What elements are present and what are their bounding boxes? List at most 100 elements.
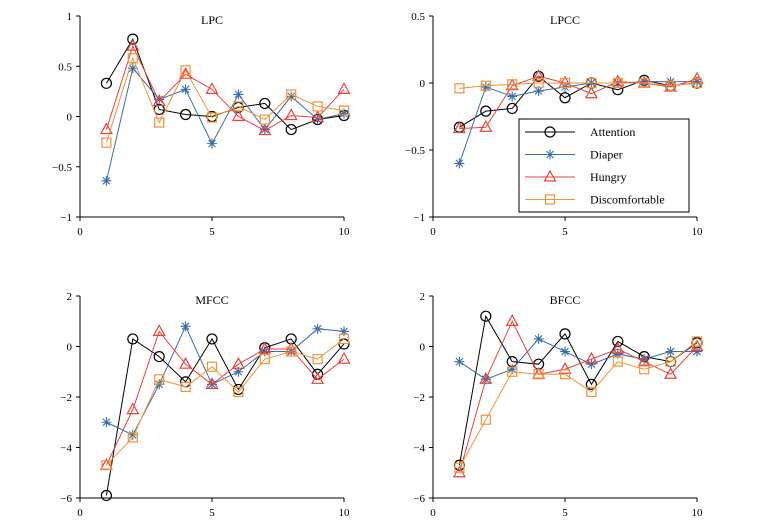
series-line-discomfortable <box>106 338 345 466</box>
legend-label: Attention <box>590 125 635 139</box>
x-tick-label: 5 <box>209 507 215 519</box>
x-tick-label: 0 <box>430 507 436 519</box>
data-point-discomfortable <box>480 414 491 425</box>
data-point-attention <box>100 489 113 502</box>
y-tick-label: −0.5 <box>405 145 425 157</box>
data-point-hungry <box>311 372 325 384</box>
legend: Attention Diaper Hungry Discomfortable <box>518 118 690 213</box>
data-point-discomfortable <box>286 89 297 100</box>
x-tick-label: 0 <box>77 226 83 238</box>
data-point-attention <box>100 77 113 89</box>
data-point-discomfortable <box>586 386 597 398</box>
y-tick-label: −0.5 <box>52 162 72 174</box>
data-point-hungry <box>479 119 493 132</box>
data-point-hungry <box>152 94 166 107</box>
data-point-diaper <box>692 76 702 87</box>
data-point-hungry <box>532 69 546 81</box>
data-point-diaper <box>480 82 491 93</box>
y-tick-label: 1 <box>67 11 73 23</box>
legend-label: Hungry <box>590 170 627 184</box>
series-line-hungry <box>458 320 698 473</box>
data-point-discomfortable <box>101 137 112 148</box>
data-point-diaper <box>233 89 244 100</box>
panel-title: LPCC <box>550 13 580 27</box>
data-point-diaper <box>454 356 465 367</box>
data-point-discomfortable <box>206 112 218 123</box>
data-point-discomfortable <box>180 65 191 76</box>
data-point-hungry <box>152 324 166 336</box>
data-point-discomfortable <box>533 369 544 380</box>
legend-item-discomfortable: Discomfortable <box>525 193 665 207</box>
data-point-discomfortable <box>154 374 165 385</box>
series-discomfortable <box>101 53 350 148</box>
data-point-diaper <box>533 333 544 344</box>
legend-box <box>518 118 690 213</box>
data-point-attention <box>559 328 571 340</box>
x-tick-label: 5 <box>209 226 215 238</box>
series-discomfortable <box>454 336 703 473</box>
data-point-attention <box>506 102 518 115</box>
panel-title: MFCC <box>195 293 228 307</box>
data-point-hungry <box>337 351 351 364</box>
y-tick-label: −4 <box>413 443 425 455</box>
y-tick-label: 0.5 <box>58 61 72 73</box>
data-point-discomfortable <box>259 114 270 125</box>
data-point-hungry <box>584 351 598 364</box>
data-point-hungry <box>99 122 113 135</box>
series-hungry <box>452 314 704 478</box>
data-point-diaper <box>127 63 138 74</box>
series-line-discomfortable <box>459 82 698 89</box>
data-point-diaper <box>286 91 297 102</box>
data-point-discomfortable <box>312 101 323 112</box>
legend-item-attention: Attention <box>525 125 635 139</box>
data-point-discomfortable <box>559 77 571 89</box>
series-diaper <box>101 321 349 440</box>
x-tick-label: 0 <box>77 507 83 519</box>
data-point-discomfortable <box>454 462 465 473</box>
data-point-attention <box>559 92 571 104</box>
data-point-discomfortable <box>612 356 623 367</box>
data-point-diaper <box>339 108 349 119</box>
data-point-discomfortable <box>639 77 650 89</box>
y-tick-label: −6 <box>413 493 425 505</box>
data-point-hungry <box>611 341 625 354</box>
data-point-diaper <box>639 354 650 365</box>
data-point-discomfortable <box>286 346 297 357</box>
data-point-hungry <box>637 354 651 367</box>
series-line-diaper <box>459 338 697 380</box>
data-point-discomfortable <box>507 366 518 377</box>
data-point-discomfortable <box>338 105 350 116</box>
data-point-diaper <box>259 124 270 135</box>
data-point-hungry <box>284 341 298 354</box>
data-point-discomfortable <box>507 79 518 90</box>
y-tick-label: 0 <box>67 342 73 354</box>
data-point-hungry <box>664 79 678 92</box>
data-point-discomfortable <box>206 361 218 372</box>
data-point-discomfortable <box>233 386 244 398</box>
data-point-attention <box>480 310 492 322</box>
x-tick-label: 10 <box>339 226 351 238</box>
series-line-attention <box>105 37 345 131</box>
data-point-diaper <box>533 86 544 97</box>
data-point-diaper <box>612 349 623 360</box>
y-tick-label: 0 <box>67 112 73 124</box>
series-line-attention <box>458 314 698 466</box>
series-line-attention <box>105 337 345 496</box>
x-tick-label: 5 <box>562 226 568 238</box>
series-line-hungry <box>105 44 345 132</box>
data-point-diaper <box>180 321 191 332</box>
data-point-diaper <box>507 364 518 375</box>
data-point-discomfortable <box>154 117 165 128</box>
series-hungry <box>99 324 351 470</box>
panel-title: BFCC <box>550 293 581 307</box>
data-point-diaper <box>665 346 676 357</box>
legend-item-hungry: Hungry <box>525 169 627 184</box>
data-point-discomfortable <box>312 354 323 365</box>
data-point-discomfortable <box>480 80 491 91</box>
data-point-diaper <box>507 91 518 102</box>
legend-marker <box>544 194 556 205</box>
data-point-diaper <box>233 366 244 377</box>
data-point-hungry <box>337 82 351 94</box>
data-point-discomfortable <box>665 80 676 91</box>
bfcc-panel: 2 0 −2 −4 −6 0 5 10 BFCC <box>413 291 704 519</box>
